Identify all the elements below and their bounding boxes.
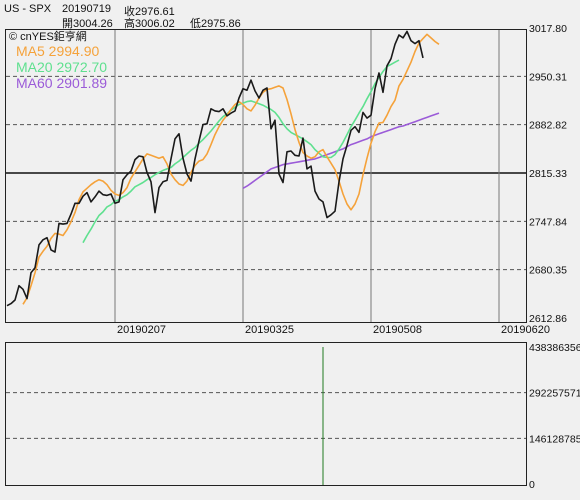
x-tick-label-0: 20190207 — [117, 324, 166, 336]
price-x-axis: 20190207 20190325 20190508 20190620 — [117, 324, 550, 336]
volume-y-axis: 4383863568 2922575712 1461287856 0 — [529, 342, 580, 491]
legend-ma60: MA60 2901.89 — [16, 75, 107, 91]
y-tick-label-0: 3017.80 — [529, 23, 567, 35]
x-tick-label-1: 20190325 — [245, 324, 294, 336]
date-label: 20190719 — [62, 3, 111, 15]
vol-y-tick-label-3: 0 — [529, 479, 535, 491]
price-panel: 3017.80 2950.31 2882.82 2815.33 2747.84 2680.… — [5, 23, 567, 336]
y-tick-label-6: 2612.86 — [529, 313, 567, 325]
legend-ma5: MA5 2994.90 — [16, 43, 99, 59]
vol-y-tick-label-1: 2922575712 — [529, 388, 580, 400]
legend-ma20: MA20 2972.70 — [16, 59, 107, 75]
x-tick-label-2: 20190508 — [373, 324, 422, 336]
high-value: 高3006.02 — [124, 18, 175, 30]
price-series — [6, 30, 440, 307]
vol-y-tick-label-0: 4383863568 — [529, 342, 580, 354]
series-line-ma20 — [82, 59, 400, 244]
y-tick-label-5: 2680.35 — [529, 265, 567, 277]
y-tick-label-4: 2747.84 — [529, 216, 567, 228]
open-value: 開3004.26 — [62, 18, 113, 30]
watermark-text: © cnYES鉅亨網 — [9, 29, 87, 43]
vol-y-tick-label-2: 1461287856 — [529, 433, 580, 445]
y-tick-label-3: 2815.33 — [529, 168, 567, 180]
x-tick-label-3: 20190620 — [501, 324, 550, 336]
volume-grid — [6, 392, 526, 439]
symbol-label: US - SPX — [4, 3, 52, 15]
y-tick-label-1: 2950.31 — [529, 71, 567, 83]
price-panel-frame — [5, 29, 527, 323]
series-line-price — [6, 30, 424, 307]
legend: © cnYES鉅亨網 MA5 2994.90 MA20 2972.70 MA60… — [9, 29, 107, 91]
close-value: 收2976.61 — [124, 6, 175, 18]
low-value: 低2975.86 — [190, 18, 241, 30]
price-y-axis: 3017.80 2950.31 2882.82 2815.33 2747.84 2680.… — [529, 23, 567, 325]
volume-panel: 4383863568 2922575712 1461287856 0 — [5, 342, 580, 491]
series-line-ma5 — [22, 33, 440, 305]
y-tick-label-2: 2882.82 — [529, 120, 567, 132]
series-line-ma60 — [242, 112, 440, 190]
volume-panel-frame — [5, 342, 527, 486]
